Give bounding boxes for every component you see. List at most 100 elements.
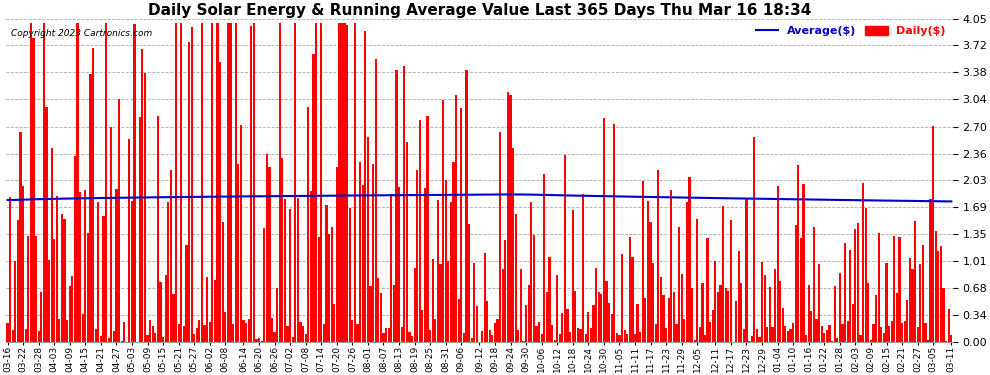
- Bar: [525, 305, 528, 342]
- Bar: [864, 208, 867, 342]
- Bar: [183, 326, 185, 342]
- Bar: [14, 261, 17, 342]
- Bar: [901, 323, 903, 342]
- Bar: [377, 278, 379, 342]
- Bar: [880, 327, 882, 342]
- Bar: [548, 258, 550, 342]
- Bar: [774, 269, 776, 342]
- Text: Copyright 2023 Cartronics.com: Copyright 2023 Cartronics.com: [11, 28, 152, 38]
- Bar: [33, 38, 35, 342]
- Bar: [240, 125, 242, 342]
- Bar: [624, 330, 626, 342]
- Bar: [395, 70, 398, 342]
- Bar: [81, 314, 84, 342]
- Bar: [159, 282, 161, 342]
- Bar: [193, 334, 195, 342]
- Bar: [162, 337, 164, 342]
- Bar: [608, 303, 610, 342]
- Bar: [541, 334, 543, 342]
- Bar: [238, 164, 240, 342]
- Bar: [598, 292, 600, 342]
- Bar: [385, 328, 387, 342]
- Bar: [190, 27, 193, 342]
- Bar: [364, 32, 366, 342]
- Bar: [455, 95, 457, 342]
- Bar: [414, 268, 416, 342]
- Bar: [27, 236, 30, 342]
- Bar: [248, 319, 249, 342]
- Bar: [84, 190, 86, 342]
- Bar: [646, 201, 649, 342]
- Bar: [440, 264, 442, 342]
- Bar: [465, 70, 467, 342]
- Bar: [574, 291, 576, 342]
- Bar: [675, 324, 677, 342]
- Bar: [766, 327, 768, 342]
- Bar: [382, 333, 384, 342]
- Bar: [258, 338, 260, 342]
- Bar: [333, 304, 336, 342]
- Bar: [556, 274, 558, 342]
- Bar: [50, 148, 52, 342]
- Bar: [528, 285, 530, 342]
- Bar: [58, 319, 60, 342]
- Bar: [310, 191, 312, 342]
- Bar: [273, 333, 275, 342]
- Bar: [634, 334, 637, 342]
- Bar: [867, 283, 869, 342]
- Bar: [331, 227, 333, 342]
- Bar: [286, 326, 289, 342]
- Bar: [893, 236, 895, 342]
- Bar: [834, 286, 836, 342]
- Bar: [709, 322, 711, 342]
- Bar: [214, 280, 216, 342]
- Bar: [89, 74, 92, 342]
- Bar: [427, 116, 429, 342]
- Bar: [808, 285, 810, 342]
- Bar: [22, 186, 24, 342]
- Bar: [725, 288, 727, 342]
- Bar: [131, 201, 133, 342]
- Bar: [517, 330, 520, 342]
- Bar: [564, 155, 566, 342]
- Bar: [139, 117, 141, 342]
- Bar: [870, 340, 872, 342]
- Bar: [390, 194, 392, 342]
- Bar: [442, 100, 445, 342]
- Bar: [930, 199, 932, 342]
- Bar: [748, 341, 750, 342]
- Bar: [659, 277, 662, 342]
- Bar: [558, 334, 561, 342]
- Bar: [704, 335, 706, 342]
- Bar: [307, 107, 310, 342]
- Bar: [180, 23, 182, 342]
- Bar: [818, 264, 820, 342]
- Bar: [888, 326, 890, 342]
- Bar: [302, 326, 304, 342]
- Bar: [851, 304, 854, 342]
- Bar: [9, 197, 11, 342]
- Bar: [544, 174, 545, 342]
- Bar: [735, 301, 738, 342]
- Bar: [263, 228, 265, 342]
- Bar: [437, 200, 439, 342]
- Bar: [435, 319, 437, 342]
- Bar: [906, 300, 909, 342]
- Bar: [462, 333, 465, 342]
- Bar: [167, 202, 169, 342]
- Bar: [730, 220, 732, 342]
- Bar: [38, 331, 40, 342]
- Bar: [753, 136, 755, 342]
- Bar: [922, 245, 924, 342]
- Bar: [862, 183, 864, 342]
- Bar: [792, 323, 794, 342]
- Bar: [35, 236, 38, 342]
- Bar: [411, 336, 413, 342]
- Bar: [632, 257, 634, 342]
- Bar: [175, 23, 177, 342]
- Bar: [784, 326, 786, 342]
- Bar: [281, 158, 283, 342]
- Bar: [341, 23, 344, 342]
- Bar: [779, 281, 781, 342]
- Bar: [227, 23, 229, 342]
